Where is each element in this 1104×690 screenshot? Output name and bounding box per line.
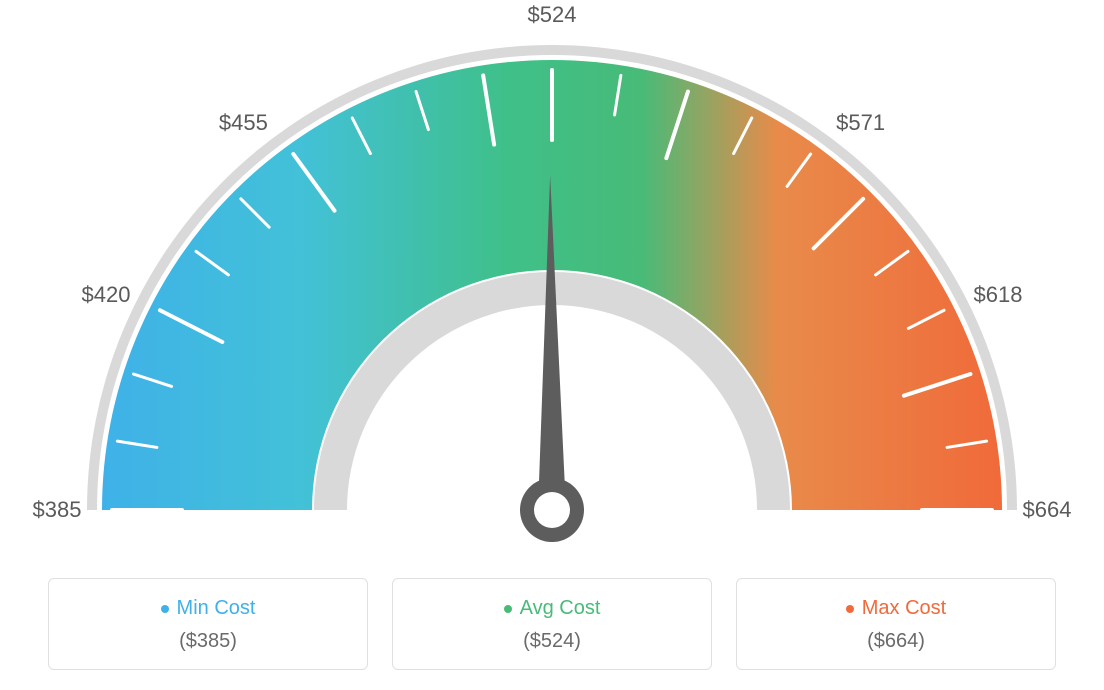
legend-value-avg: ($524) [403, 630, 701, 653]
legend-label-avg: Avg Cost [520, 597, 601, 620]
legend-dot-min [161, 605, 169, 613]
scale-label: $455 [219, 110, 268, 136]
legend-value-min: ($385) [59, 630, 357, 653]
legend-card-avg: Avg Cost ($524) [392, 578, 712, 670]
legend-title-min: Min Cost [161, 597, 256, 620]
scale-label: $385 [33, 497, 82, 523]
legend-card-min: Min Cost ($385) [48, 578, 368, 670]
legend-dot-max [846, 605, 854, 613]
gauge-area: $385 $420 $455 $524 $571 $618 $664 [0, 0, 1104, 570]
cost-gauge-container: $385 $420 $455 $524 $571 $618 $664 Min Cost ($… [0, 0, 1104, 690]
legend-row: Min Cost ($385) Avg Cost ($524) Max Cost… [0, 578, 1104, 670]
gauge-svg [0, 0, 1104, 570]
legend-title-max: Max Cost [846, 597, 946, 620]
scale-label: $524 [528, 2, 577, 28]
scale-label: $618 [974, 282, 1023, 308]
legend-title-avg: Avg Cost [504, 597, 601, 620]
legend-value-max: ($664) [747, 630, 1045, 653]
scale-label: $571 [836, 110, 885, 136]
legend-label-max: Max Cost [862, 597, 946, 620]
scale-label: $664 [1023, 497, 1072, 523]
legend-label-min: Min Cost [177, 597, 256, 620]
scale-label: $420 [82, 282, 131, 308]
legend-card-max: Max Cost ($664) [736, 578, 1056, 670]
legend-dot-avg [504, 605, 512, 613]
